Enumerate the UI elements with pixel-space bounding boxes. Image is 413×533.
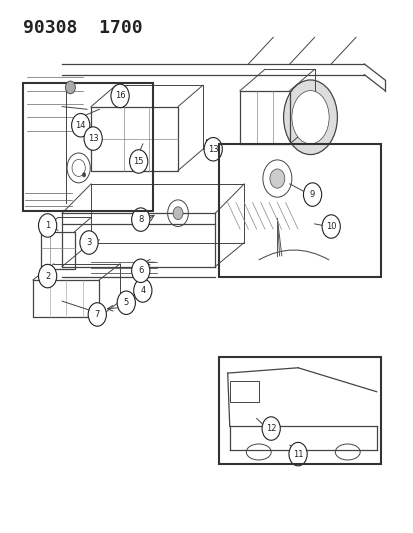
Circle shape xyxy=(65,81,75,94)
Text: 15: 15 xyxy=(133,157,144,166)
Circle shape xyxy=(131,259,150,282)
Text: 13: 13 xyxy=(207,145,218,154)
Text: 16: 16 xyxy=(114,92,125,100)
Circle shape xyxy=(88,303,106,326)
Text: 2: 2 xyxy=(45,272,50,280)
Text: 14: 14 xyxy=(75,121,86,130)
Circle shape xyxy=(117,291,135,314)
Circle shape xyxy=(269,169,284,188)
Ellipse shape xyxy=(291,91,328,144)
Text: 1: 1 xyxy=(45,221,50,230)
Text: 4: 4 xyxy=(140,286,145,295)
Circle shape xyxy=(288,442,306,466)
Text: 5: 5 xyxy=(123,298,128,307)
Text: 8: 8 xyxy=(138,215,143,224)
Circle shape xyxy=(173,207,183,220)
Circle shape xyxy=(84,127,102,150)
Text: 90308  1700: 90308 1700 xyxy=(23,19,142,37)
Text: 11: 11 xyxy=(292,450,303,458)
Circle shape xyxy=(82,173,85,177)
Circle shape xyxy=(303,183,321,206)
Circle shape xyxy=(71,114,90,137)
Circle shape xyxy=(38,264,57,288)
Circle shape xyxy=(80,231,98,254)
Text: 7: 7 xyxy=(95,310,100,319)
Circle shape xyxy=(129,150,147,173)
Circle shape xyxy=(204,138,222,161)
Text: 10: 10 xyxy=(325,222,336,231)
Circle shape xyxy=(321,215,339,238)
Circle shape xyxy=(38,214,57,237)
Text: 9: 9 xyxy=(309,190,314,199)
Circle shape xyxy=(133,279,152,302)
Circle shape xyxy=(111,84,129,108)
Circle shape xyxy=(261,417,280,440)
Text: 13: 13 xyxy=(88,134,98,143)
Bar xyxy=(219,144,380,277)
Text: 6: 6 xyxy=(138,266,143,275)
Text: 3: 3 xyxy=(86,238,91,247)
Bar xyxy=(219,357,380,464)
Bar xyxy=(23,83,153,211)
Text: 12: 12 xyxy=(265,424,276,433)
Circle shape xyxy=(131,208,150,231)
Ellipse shape xyxy=(283,80,337,155)
Bar xyxy=(229,381,258,402)
